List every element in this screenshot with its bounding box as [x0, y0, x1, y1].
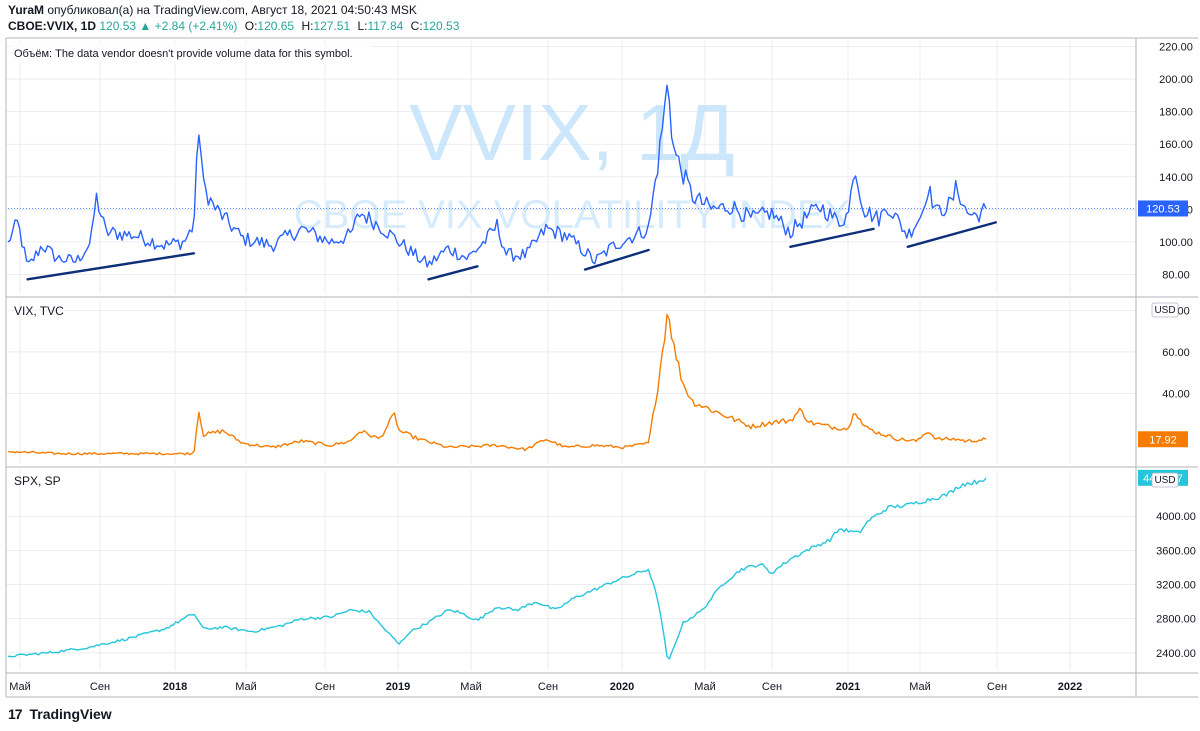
price-tick-label: 3600.00	[1156, 545, 1196, 557]
time-tick-label: Сен	[90, 681, 110, 693]
time-tick-label: 2020	[610, 681, 634, 693]
time-tick-label: Сен	[538, 681, 558, 693]
change-arrow-icon: ▲	[139, 19, 152, 33]
price-axis-layer: 220.00200.00180.00160.00140.00120.00100.…	[1138, 42, 1196, 660]
publication-line: YuraM опубликовал(а) на TradingView.com,…	[8, 3, 417, 17]
price-tick-label: 2800.00	[1156, 614, 1196, 626]
price-tick-label: 3200.00	[1156, 580, 1196, 592]
watermark-title: VVIX, 1Д	[409, 88, 734, 177]
series-layer	[7, 84, 1136, 660]
time-tick-label: Май	[235, 681, 257, 693]
tradingview-footer[interactable]: 17 TradingView	[8, 706, 112, 722]
tradingview-brand: TradingView	[29, 706, 112, 722]
vix-pane-title: VIX, TVC	[14, 304, 64, 318]
price-tick-label: 220.00	[1159, 42, 1193, 54]
low-label: L:	[357, 19, 368, 33]
price-tick-label: 140.00	[1159, 172, 1193, 184]
time-tick-label: Сен	[762, 681, 782, 693]
price-tick-label: 2400.00	[1156, 648, 1196, 660]
tradingview-logo-icon: 17	[8, 706, 23, 722]
open-value: 120.65	[257, 19, 295, 33]
last-value-badge	[1138, 431, 1188, 448]
time-tick-label: Май	[909, 681, 931, 693]
time-tick-label: 2022	[1058, 681, 1082, 693]
symbol-name[interactable]: CBOE:VVIX, 1D	[8, 19, 97, 33]
time-tick-label: 2018	[163, 681, 187, 693]
volume-note-bg	[10, 44, 372, 62]
time-tick-label: 2021	[836, 681, 860, 693]
support-trendline[interactable]	[427, 265, 479, 281]
price-change: +2.84 (+2.41%)	[154, 19, 238, 33]
series-line-2	[7, 477, 987, 660]
support-trendline[interactable]	[906, 221, 997, 248]
high-label: H:	[301, 19, 314, 33]
currency-badge[interactable]	[1151, 472, 1179, 488]
close-value: 120.53	[422, 19, 460, 33]
open-label: O:	[244, 19, 258, 33]
trendlines-layer	[26, 221, 997, 281]
currency-badge-label: USD	[1154, 305, 1175, 316]
grid-layer	[6, 40, 1136, 670]
last-price: 120.53	[99, 19, 137, 33]
time-tick-label: Сен	[315, 681, 335, 693]
series-line-1	[7, 313, 987, 456]
volume-note: Объём: The data vendor doesn't provide v…	[14, 48, 353, 60]
time-tick-label: Май	[460, 681, 482, 693]
time-tick-label: Сен	[987, 681, 1007, 693]
author-name[interactable]: YuraM	[8, 3, 45, 17]
support-trendline[interactable]	[26, 252, 196, 281]
series-line-0	[7, 84, 987, 268]
time-tick-label: Май	[694, 681, 716, 693]
last-value-label: 17.92	[1149, 434, 1177, 446]
time-axis-layer: Май Сен 2018 Май Сен 2019 Май Сен 2020 Май Сен 2021…	[9, 681, 1082, 693]
price-tick-label: 160.00	[1159, 139, 1193, 151]
currency-badge[interactable]	[1151, 302, 1179, 318]
publication-info: опубликовал(а) на TradingView.com, Авгус…	[47, 3, 417, 17]
symbol-legend: CBOE:VVIX, 1D 120.53 ▲ +2.84 (+2.41%) O:…	[8, 19, 459, 33]
close-label: C:	[410, 19, 423, 33]
high-value: 127.51	[313, 19, 351, 33]
last-value-badge	[1138, 200, 1188, 217]
price-tick-label: 200.00	[1159, 74, 1193, 86]
currency-badge-label: USD	[1154, 475, 1175, 486]
low-value: 117.84	[367, 19, 404, 33]
price-tick-label: 180.00	[1159, 107, 1193, 119]
price-tick-label: 60.00	[1162, 347, 1190, 359]
price-tick-label: 80.00	[1162, 269, 1190, 281]
support-trendline[interactable]	[583, 248, 650, 271]
price-tick-label: 40.00	[1162, 388, 1190, 400]
support-trendline[interactable]	[789, 227, 875, 248]
time-tick-label: Май	[9, 681, 31, 693]
price-tick-label: 4000.00	[1156, 511, 1196, 523]
watermark-subtitle: CBOE VIX VOLATILITY INDEX	[294, 193, 850, 237]
spx-pane-title: SPX, SP	[14, 474, 61, 488]
price-tick-label: 100.00	[1159, 237, 1193, 249]
time-tick-label: 2019	[386, 681, 410, 693]
last-value-label: 120.53	[1146, 203, 1180, 215]
